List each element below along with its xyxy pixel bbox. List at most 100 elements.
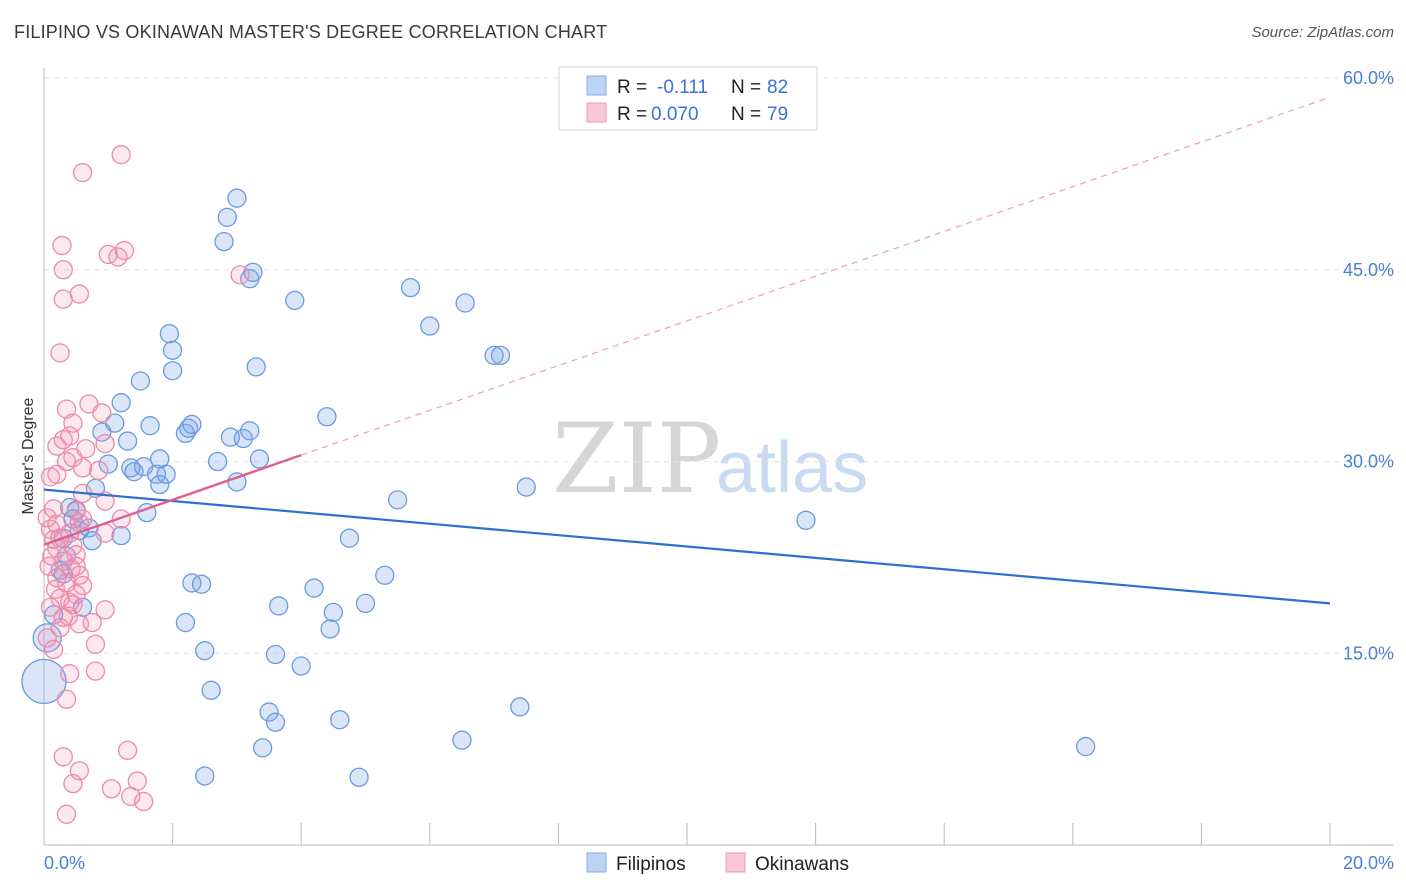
filipinos-point-50 — [265, 712, 286, 732]
x-ticks — [172, 823, 1331, 845]
bottom-legend-filipinos: Filipinos — [616, 854, 686, 875]
filipinos-point-25 — [156, 464, 176, 484]
filipinos-point-14 — [111, 393, 131, 413]
okinawans-point-69 — [40, 467, 61, 487]
okinawans-point-75 — [63, 413, 83, 433]
okinawans-point-7 — [45, 579, 66, 599]
filipinos-points — [21, 188, 1096, 787]
filipinos-point-49 — [259, 702, 279, 722]
filipinos-point-67 — [452, 730, 472, 750]
source-label: Source: ZipAtlas.com — [1251, 24, 1394, 41]
filipinos-point-57 — [320, 619, 340, 639]
filipinos-point-51 — [265, 644, 286, 665]
bottom-legend-okinawans: Okinawans — [755, 854, 849, 875]
okinawans-point-73 — [56, 573, 77, 593]
okinawans-point-34 — [63, 595, 83, 615]
okinawans-point-62 — [114, 240, 135, 261]
filipinos-point-70 — [490, 345, 511, 366]
okinawans-point-51 — [89, 460, 109, 481]
filipinos-point-54 — [291, 656, 311, 676]
legend-n-label-1: N = — [731, 77, 761, 98]
okinawans-point-58 — [101, 779, 122, 799]
gridlines — [44, 77, 1394, 654]
okinawans-point-68 — [72, 162, 93, 183]
legend-n-value-2: 79 — [767, 104, 788, 125]
x-tick-label-max: 20.0% — [1343, 853, 1394, 873]
y-tick-labels: 15.0% 30.0% 45.0% 60.0% — [1343, 68, 1394, 663]
x-tick-label-min: 0.0% — [44, 853, 85, 873]
okinawans-point-43 — [69, 761, 90, 781]
watermark-zip: ZIP — [552, 403, 721, 515]
okinawans-point-35 — [58, 606, 79, 626]
okinawans-point-70 — [43, 499, 64, 519]
y-axis-label: Master's Degree — [20, 397, 37, 514]
filipinos-point-34 — [191, 574, 212, 594]
okinawans-point-65 — [127, 771, 147, 791]
legend-r-value-1: -0.111 — [657, 77, 708, 98]
filipinos-point-43 — [233, 428, 253, 449]
okinawans-point-67 — [230, 265, 250, 285]
filipinos-point-23 — [150, 474, 170, 495]
filipinos-point-56 — [317, 407, 337, 427]
okinawans-point-46 — [76, 439, 96, 459]
okinawans-point-19 — [53, 260, 73, 280]
filipinos-point-81 — [240, 421, 260, 441]
watermark-atlas: atlas — [716, 428, 868, 508]
filipinos-point-66 — [420, 316, 440, 336]
okinawans-points — [37, 145, 250, 824]
filipinos-point-65 — [400, 277, 421, 298]
legend-swatch-okinawans — [586, 102, 607, 123]
filipinos-point-77 — [98, 454, 118, 474]
y-tick-label-60: 60.0% — [1343, 68, 1394, 88]
filipinos-point-39 — [217, 207, 237, 227]
filipinos-point-48 — [252, 738, 273, 758]
okinawans-point-5 — [39, 556, 59, 576]
y-tick-label-30: 30.0% — [1343, 452, 1394, 472]
filipinos-point-28 — [162, 340, 183, 360]
filipinos-point-13 — [105, 413, 125, 433]
filipinos-point-38 — [214, 231, 234, 252]
filipinos-point-79 — [195, 766, 215, 786]
okinawans-point-25 — [66, 501, 86, 522]
okinawans-point-12 — [37, 628, 57, 648]
filipinos-point-0 — [32, 623, 62, 653]
filipinos-point-63 — [375, 565, 395, 585]
y-tick-label-15: 15.0% — [1343, 643, 1394, 663]
trend-lines — [43, 96, 1331, 605]
filipinos-point-37 — [207, 451, 228, 472]
okinawans-point-77 — [60, 592, 80, 612]
okinawans-point-16 — [50, 343, 70, 363]
bottom-legend: Filipinos Okinawans — [586, 852, 849, 875]
filipinos-point-35 — [195, 641, 215, 661]
filipinos-point-59 — [330, 710, 350, 730]
okinawans-point-52 — [92, 403, 112, 423]
legend-n-label-2: N = — [731, 104, 761, 125]
okinawans-point-56 — [95, 600, 115, 620]
filipinos-point-60 — [339, 528, 360, 548]
filipinos-point-21 — [140, 416, 160, 436]
okinawans-point-39 — [53, 747, 73, 767]
filipinos-point-61 — [349, 767, 369, 787]
legend-r-value-2: 0.070 — [651, 104, 699, 125]
filipinos-point-47 — [249, 449, 270, 469]
filipinos-point-53 — [285, 290, 305, 311]
okinawans-trend-dashed — [301, 96, 1331, 456]
legend-r-label-2: R = — [617, 104, 647, 125]
filipinos-point-55 — [304, 578, 324, 598]
filipinos-point-27 — [162, 361, 183, 381]
okinawans-point-66 — [134, 791, 154, 812]
legend-r-label-1: R = — [617, 77, 647, 98]
okinawans-point-41 — [56, 804, 77, 824]
filipinos-point-62 — [355, 593, 376, 614]
filipinos-point-58 — [323, 602, 344, 622]
okinawans-point-18 — [52, 235, 72, 256]
legend-box: R = -0.111 N = 82 R = 0.070 N = 79 — [558, 66, 818, 131]
okinawans-point-42 — [69, 284, 90, 304]
okinawans-trend-line — [43, 453, 302, 546]
okinawans-point-53 — [95, 433, 115, 454]
filipinos-point-41 — [227, 188, 247, 208]
filipinos-point-71 — [510, 697, 530, 717]
okinawans-point-44 — [72, 458, 93, 478]
okinawans-point-63 — [117, 740, 138, 761]
